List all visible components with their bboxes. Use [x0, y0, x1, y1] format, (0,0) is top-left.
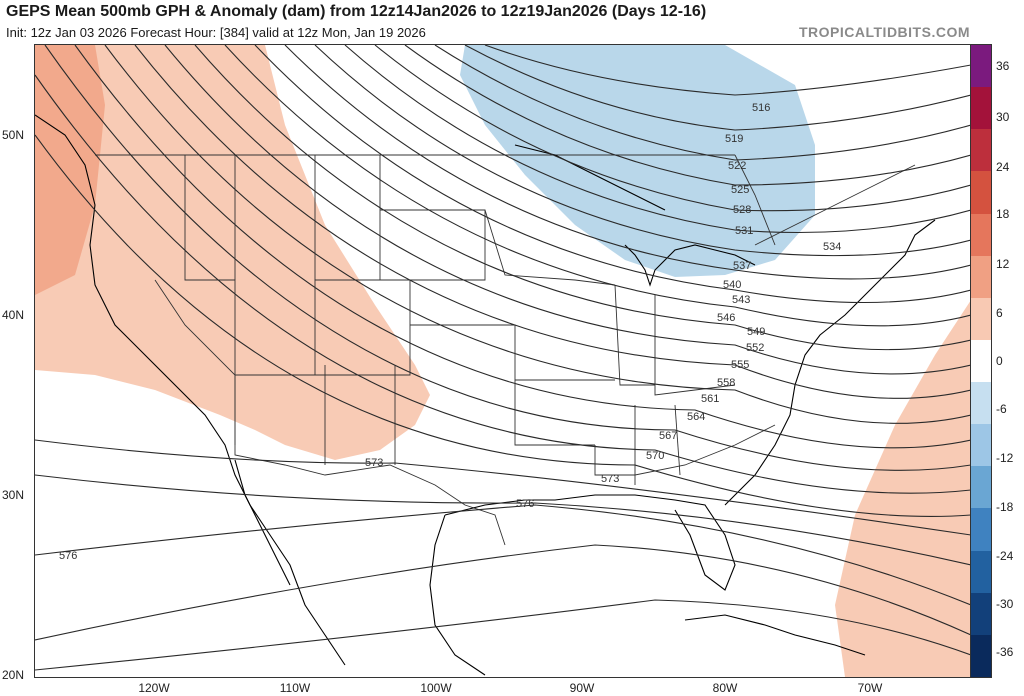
contour-label: 552 — [746, 342, 764, 354]
colorbar-label: 30 — [996, 110, 1010, 124]
lon-label-100w: 100W — [420, 681, 452, 695]
contour-label: 561 — [701, 393, 719, 405]
colorbar-label: 12 — [996, 257, 1010, 271]
lat-label-40n: 40N — [2, 308, 25, 322]
colorbar-label: -18 — [996, 500, 1014, 514]
colorbar-segment — [971, 592, 991, 636]
colorbar-segment — [971, 550, 991, 594]
colorbar-segment — [971, 129, 991, 172]
coastlines — [35, 114, 936, 676]
contour-label: 540 — [723, 279, 741, 291]
contour-label: 555 — [731, 359, 749, 371]
lon-label-110w: 110W — [279, 681, 311, 695]
colorbar-segment — [971, 171, 991, 215]
lat-label-50n: 50N — [2, 128, 25, 142]
negative-anomaly-great-lakes — [460, 45, 815, 277]
colorbar-label: -24 — [996, 549, 1014, 563]
colorbar-label: 0 — [996, 354, 1003, 368]
contour-label: 576 — [59, 550, 77, 562]
contour-label: 531 — [735, 225, 753, 237]
contour-label: 525 — [731, 184, 749, 196]
colorbar-segment — [971, 45, 991, 88]
contour-labels: 516 519 522 525 528 531 534 537 540 543 … — [59, 102, 841, 562]
lat-label-20n: 20N — [2, 668, 25, 682]
anomaly-map: 516 519 522 525 528 531 534 537 540 543 … — [34, 44, 972, 678]
contour-label: 576 — [516, 498, 534, 510]
colorbar-label: 24 — [996, 160, 1010, 174]
colorbar-segment — [971, 508, 991, 552]
colorbar-label: 6 — [996, 306, 1003, 320]
lon-label-120w: 120W — [138, 681, 170, 695]
positive-anomaly-west-strong — [35, 45, 105, 295]
contour-label: 558 — [717, 377, 735, 389]
contour-label: 522 — [728, 160, 746, 172]
lon-label-80w: 80W — [712, 681, 738, 695]
lon-label-90w: 90W — [569, 681, 595, 695]
colorbar-label: -12 — [996, 451, 1014, 465]
contour-label: 573 — [601, 473, 619, 485]
contour-label: 549 — [747, 326, 765, 338]
map-subtitle: Init: 12z Jan 03 2026 Forecast Hour: [38… — [6, 25, 426, 40]
lat-label-30n: 30N — [2, 488, 25, 502]
colorbar-label: 36 — [996, 59, 1010, 73]
contour-label: 537 — [733, 260, 751, 272]
colorbar-label: -30 — [996, 597, 1014, 611]
colorbar-label: -6 — [996, 402, 1007, 416]
contour-label: 573 — [365, 457, 383, 469]
contour-label: 564 — [687, 411, 705, 423]
contour-label: 519 — [725, 133, 743, 145]
colorbar-label: -36 — [996, 645, 1014, 659]
positive-anomaly-west — [35, 45, 430, 460]
contour-label: 528 — [733, 204, 751, 216]
colorbar-segment — [971, 424, 991, 467]
height-contours — [35, 45, 971, 671]
colorbar-segment — [971, 87, 991, 130]
colorbar-segment — [971, 634, 991, 678]
colorbar-segment — [971, 382, 991, 425]
colorbar-segment — [971, 297, 991, 341]
colorbar-segment — [971, 213, 991, 257]
brand-watermark: TROPICALTIDBITS.COM — [798, 24, 970, 40]
political-borders — [95, 154, 916, 546]
map-title: GEPS Mean 500mb GPH & Anomaly (dam) from… — [6, 3, 707, 20]
colorbar-segment — [971, 339, 991, 383]
anomaly-colorbar — [970, 44, 992, 678]
contour-label: 534 — [823, 241, 841, 253]
colorbar-segment — [971, 466, 991, 509]
contour-label: 570 — [646, 450, 664, 462]
colorbar-segment — [971, 255, 991, 299]
contour-label: 546 — [717, 312, 735, 324]
colorbar-label: 18 — [996, 207, 1010, 221]
contour-label: 516 — [752, 102, 770, 114]
contour-label: 543 — [732, 294, 750, 306]
contour-label: 567 — [659, 430, 677, 442]
lon-label-70w: 70W — [857, 681, 883, 695]
positive-anomaly-atlantic — [835, 300, 971, 677]
